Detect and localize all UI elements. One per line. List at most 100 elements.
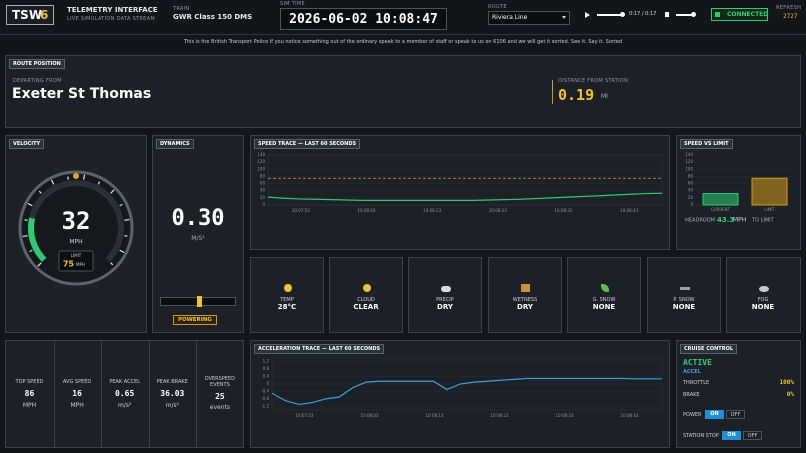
plot-frame (267, 154, 663, 206)
panel-title: DYNAMICS (156, 139, 194, 149)
y-tick-label: 0.4 (263, 374, 270, 379)
condition-label: FOG (757, 297, 769, 303)
gauge-tick (22, 235, 28, 238)
app-subtitle: LIVE SIMULATION DATA STREAM (67, 16, 155, 22)
plot-frame (271, 357, 663, 411)
play-button[interactable] (585, 12, 590, 18)
y-tick-label: 60 (688, 181, 694, 186)
condition-icon (441, 286, 451, 292)
y-tick-label: 120 (685, 159, 693, 164)
brake-value: 0% (786, 391, 794, 398)
logo: TSW 6 (6, 5, 54, 25)
train-label: TRAIN (173, 6, 190, 12)
condition-value: CLEAR (353, 303, 379, 311)
speed-trace-panel: SPEED TRACE — LAST 60 SECONDS (250, 135, 670, 250)
headroom-label: HEADROOM (685, 218, 715, 224)
y-tick-label: -0.8 (261, 396, 269, 401)
gauge-tick (110, 189, 115, 194)
condition-tile: CLOUD CLEAR (329, 257, 403, 333)
y-tick-label: 0.8 (263, 366, 270, 371)
condition-icon (759, 286, 769, 292)
y-tick-label: 0 (690, 202, 693, 207)
panel-title: ACCELERATION TRACE — LAST 60 SECONDS (254, 344, 385, 354)
station-name: Exeter St Thomas (12, 86, 152, 102)
status-light (715, 12, 720, 17)
progress-bar[interactable] (597, 14, 623, 16)
toggle-on[interactable]: ON (722, 431, 741, 440)
stat-value: 0.65 (115, 389, 135, 398)
app-title: TELEMETRY INTERFACE (67, 6, 158, 14)
accel-trace: -1.2 -0.8 -0.4 0 0.4 0.8 1.2 10:07:53 10:08:03 10… (261, 357, 663, 418)
audio-time: 0:17 / 0:17 (629, 11, 657, 17)
y-tick-label: 120 (257, 159, 265, 164)
y-tick-label: 80 (260, 173, 266, 178)
toggle-off[interactable]: OFF (726, 410, 745, 419)
distance-value: 0.19 (558, 86, 595, 104)
logo-version: 6 (40, 8, 49, 22)
stat-unit: events (209, 404, 230, 411)
stat-label: PEAK ACCEL (109, 379, 141, 385)
condition-value: 28°C (277, 303, 297, 311)
y-tick-label: 140 (685, 152, 693, 157)
stat-divider (196, 341, 198, 447)
gauge-limit-marker (73, 173, 79, 179)
toggle-off[interactable]: OFF (743, 431, 762, 440)
divider (552, 80, 553, 104)
limit-value: 75 (63, 260, 75, 269)
toggle-on[interactable]: ON (705, 410, 724, 419)
bar (702, 193, 739, 206)
volume-icon[interactable] (665, 12, 669, 17)
condition-icon (521, 284, 530, 292)
panel-title: ROUTE POSITION (9, 59, 65, 69)
sim-time-label: SIM TIME (280, 1, 305, 7)
stats-panel: TOP SPEED 86 MPH AVG SPEED 16 MPH PEAK ACCEL 0.… (5, 340, 244, 448)
stat-value: 36.03 (160, 389, 185, 398)
gauge-tick (27, 202, 33, 207)
condition-label: G. SNOW (592, 297, 616, 303)
stat-divider (53, 341, 55, 447)
bar (751, 177, 788, 206)
stat-label: AVG SPEED (62, 379, 92, 385)
route-select[interactable]: Riviera Line (488, 11, 570, 25)
toggle-label: STATION STOP (683, 433, 719, 439)
condition-icon (284, 284, 292, 292)
logo-text: TSW (12, 8, 43, 22)
trace-line (271, 377, 662, 406)
gauge-bezel (18, 170, 134, 286)
gauge-tick (97, 181, 101, 185)
gauge-tick (110, 262, 114, 266)
volume-bar[interactable] (676, 14, 694, 16)
panel-title: VELOCITY (9, 139, 45, 149)
gauge-tick (29, 249, 33, 253)
route-position-panel: ROUTE POSITION DEPARTING FROM Exeter St Th… (5, 55, 801, 128)
dynamics-panel: DYNAMICS 0.30 M/S² POWERING (152, 135, 244, 333)
x-tick-label: LIMIT (764, 207, 775, 212)
banner: This is the British Transport Police If … (183, 39, 623, 45)
cruise-state: ACTIVE (683, 358, 712, 367)
condition-tile: G. SNOW NONE (567, 257, 641, 333)
state-badge: POWERING (173, 315, 217, 325)
y-tick-label: 140 (257, 152, 265, 157)
x-tick-label: CURRENT (711, 207, 731, 212)
speed-unit: MPH (69, 239, 82, 246)
y-tick-label: 20 (688, 195, 694, 200)
stat-unit: m/s² (165, 402, 179, 409)
x-tick-label: 10:08:23 (489, 208, 507, 213)
distance-label: DISTANCE FROM STATION (558, 78, 629, 84)
condition-tile: P. SNOW NONE (647, 257, 721, 333)
cruise-control-panel: CRUISE CONTROL ACTIVE ACCEL THROTTLE 100% BRA… (676, 340, 801, 448)
gauge-tick (83, 174, 86, 180)
toggle-label: POWER (683, 412, 702, 418)
condition-tile: WETNESS DRY (488, 257, 562, 333)
distance-unit: MI (601, 93, 608, 100)
stat-value: 25 (215, 392, 225, 401)
stat-unit: MPH (22, 402, 37, 409)
panel-title: CRUISE CONTROL (680, 344, 737, 354)
brake-label: BRAKE (683, 392, 700, 398)
y-tick-label: 100 (257, 166, 265, 171)
header-rule (0, 34, 806, 35)
stat-label: OVERSPEED EVENTS (204, 376, 236, 388)
condition-icon (363, 284, 371, 292)
train-name: GWR Class 150 DMS (173, 13, 253, 21)
